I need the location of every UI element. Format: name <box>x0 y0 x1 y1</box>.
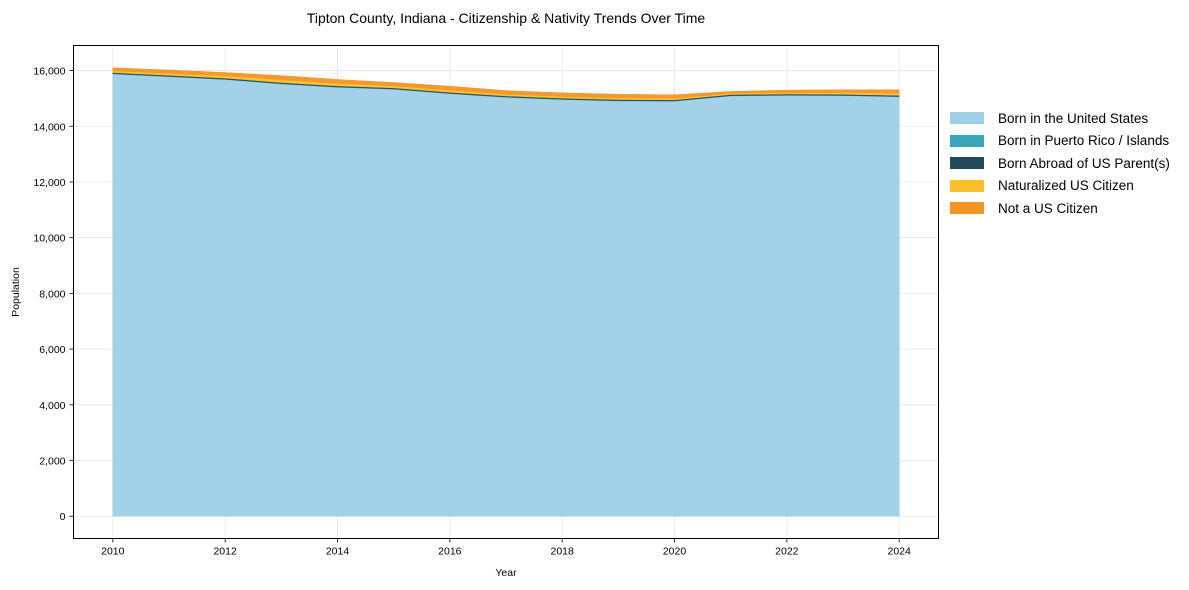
y-tick-label: 12,000 <box>33 177 65 189</box>
legend-item: Not a US Citizen <box>950 197 1170 220</box>
legend-label: Not a US Citizen <box>998 200 1098 216</box>
y-tick-label: 14,000 <box>33 121 65 133</box>
y-axis-ticks: 0 2,000 4,000 6,000 8,000 10,000 12,000 14,000 1… <box>33 66 74 523</box>
legend-item: Born Abroad of US Parent(s) <box>950 152 1170 175</box>
legend-item: Naturalized US Citizen <box>950 175 1170 198</box>
chart-title: Tipton County, Indiana - Citizenship & N… <box>307 10 706 26</box>
x-tick-label: 2022 <box>775 546 799 558</box>
area-series-4 <box>112 67 900 99</box>
legend-item: Born in the United States <box>950 107 1170 130</box>
y-axis-label: Population <box>10 267 22 317</box>
legend: Born in the United States Born in Puerto … <box>950 107 1170 220</box>
legend-swatch <box>950 179 984 192</box>
legend-swatch <box>950 134 984 147</box>
y-tick-label: 10,000 <box>33 233 65 245</box>
legend-swatch <box>950 157 984 170</box>
y-tick-label: 16,000 <box>33 66 65 78</box>
y-tick-label: 8,000 <box>39 288 65 300</box>
x-axis-ticks: 2010 2012 2014 2016 2018 2020 2022 2024 <box>101 538 912 558</box>
y-tick-label: 0 <box>60 511 66 523</box>
x-tick-label: 2020 <box>663 546 687 558</box>
legend-label: Born in the United States <box>998 110 1149 126</box>
legend-label: Born in Puerto Rico / Islands <box>998 133 1170 149</box>
x-axis-label: Year <box>495 567 517 579</box>
x-tick-label: 2012 <box>213 546 237 558</box>
y-tick-label: 4,000 <box>39 400 65 412</box>
area-series-0 <box>112 73 900 517</box>
x-tick-label: 2024 <box>888 546 912 558</box>
x-tick-label: 2018 <box>550 546 574 558</box>
stacked-areas <box>112 67 900 517</box>
plot-frame <box>73 45 939 539</box>
y-tick-label: 6,000 <box>39 344 65 356</box>
legend-label: Naturalized US Citizen <box>998 178 1134 194</box>
legend-label: Born Abroad of US Parent(s) <box>998 155 1170 171</box>
legend-swatch <box>950 202 984 215</box>
x-tick-label: 2010 <box>101 546 125 558</box>
x-tick-label: 2014 <box>326 546 350 558</box>
legend-swatch <box>950 112 984 125</box>
x-tick-label: 2016 <box>438 546 462 558</box>
y-tick-label: 2,000 <box>39 456 65 468</box>
legend-item: Born in Puerto Rico / Islands <box>950 130 1170 153</box>
